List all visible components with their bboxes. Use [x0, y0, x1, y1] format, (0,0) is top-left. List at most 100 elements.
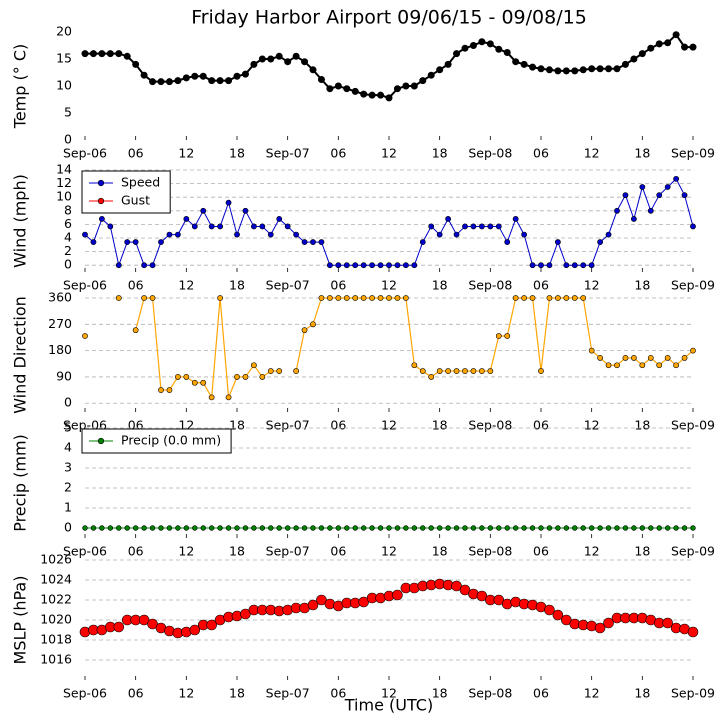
x-tick-label: 12: [381, 146, 397, 161]
data-point: [469, 41, 477, 49]
x-tick-label: Sep-08: [468, 418, 512, 433]
x-tick-label: 18: [432, 418, 448, 433]
y-tick-label: 10: [56, 78, 72, 93]
data-point: [673, 362, 680, 369]
data-point: [419, 77, 427, 85]
y-tick-label: 0: [64, 257, 72, 272]
legend-marker: [97, 197, 105, 205]
data-point: [673, 175, 680, 182]
data-point: [158, 239, 164, 245]
data-point: [478, 368, 485, 374]
data-point: [461, 44, 469, 52]
y-tick-label: 2: [64, 480, 72, 495]
data-point: [335, 525, 342, 531]
data-point: [82, 231, 88, 238]
data-point: [462, 525, 468, 531]
data-point: [579, 66, 587, 74]
data-point: [470, 525, 477, 531]
data-point: [445, 216, 452, 222]
data-point: [504, 333, 511, 339]
data-point: [486, 40, 494, 48]
data-point: [141, 262, 148, 269]
data-point: [444, 60, 452, 68]
x-tick-label: Sep-06: [63, 686, 107, 701]
x-tick-label: 18: [229, 544, 245, 559]
x-tick-label: Sep-07: [266, 686, 310, 701]
data-point: [546, 295, 553, 301]
data-point: [234, 525, 240, 531]
data-point: [326, 295, 333, 301]
data-point: [588, 262, 595, 269]
data-point: [352, 525, 358, 531]
data-point: [276, 368, 283, 374]
data-point: [82, 525, 88, 531]
data-point: [90, 239, 97, 245]
data-point: [217, 223, 224, 230]
x-tick-label: 18: [432, 146, 448, 161]
data-point: [309, 66, 317, 74]
data-point: [199, 72, 207, 80]
data-point: [605, 362, 612, 369]
x-tick-label: 18: [432, 686, 448, 701]
data-point: [656, 192, 663, 199]
data-point: [478, 223, 485, 230]
x-tick-label: 18: [229, 686, 245, 701]
data-point: [115, 262, 122, 269]
data-point: [310, 321, 316, 328]
data-point: [98, 50, 106, 58]
y-axis-label: Precip (mm): [11, 434, 30, 532]
data-point: [394, 295, 401, 301]
data-point: [124, 239, 131, 245]
y-tick-label: 15: [56, 51, 72, 66]
data-point: [174, 77, 182, 85]
data-point: [687, 626, 699, 638]
data-point: [90, 525, 97, 531]
data-point: [259, 525, 266, 531]
chart-title: Friday Harbor Airport 09/06/15 - 09/08/1…: [191, 7, 587, 29]
data-point: [158, 525, 164, 531]
data-point: [563, 295, 570, 301]
x-tick-label: 12: [381, 544, 397, 559]
data-point: [326, 262, 333, 269]
data-point: [638, 50, 646, 58]
data-point: [436, 368, 443, 374]
data-point: [597, 239, 604, 245]
data-point: [360, 90, 368, 98]
data-point: [307, 599, 319, 611]
x-tick-label: Sep-07: [266, 418, 310, 433]
y-tick-label: 360: [48, 290, 72, 305]
x-tick-label: 12: [381, 686, 397, 701]
data-point: [369, 295, 376, 301]
x-tick-label: 18: [634, 418, 650, 433]
data-point: [189, 624, 201, 636]
y-tick-label: 20: [56, 24, 72, 39]
data-point: [386, 295, 392, 301]
data-point: [597, 355, 604, 361]
data-point: [428, 374, 435, 380]
data-point: [588, 347, 595, 354]
data-point: [107, 223, 114, 230]
data-point: [132, 60, 140, 68]
y-tick-label: 3: [64, 460, 72, 475]
x-tick-label: Sep-06: [63, 146, 107, 161]
data-point: [157, 78, 165, 86]
data-point: [563, 262, 570, 269]
y-tick-label: 1022: [40, 592, 72, 607]
x-tick-label: 12: [584, 686, 600, 701]
data-point: [326, 85, 334, 93]
data-point: [554, 67, 562, 75]
data-point: [284, 58, 292, 66]
data-point: [335, 295, 342, 301]
data-point: [403, 525, 409, 531]
data-point: [621, 60, 629, 68]
data-point: [98, 216, 105, 222]
y-tick-label: 5: [64, 420, 72, 435]
data-point: [622, 192, 629, 199]
data-point: [123, 52, 131, 60]
data-point: [225, 394, 232, 401]
data-point: [546, 525, 553, 531]
data-point: [310, 239, 316, 245]
data-point: [250, 60, 258, 68]
data-point: [479, 525, 485, 531]
data-point: [512, 525, 519, 531]
